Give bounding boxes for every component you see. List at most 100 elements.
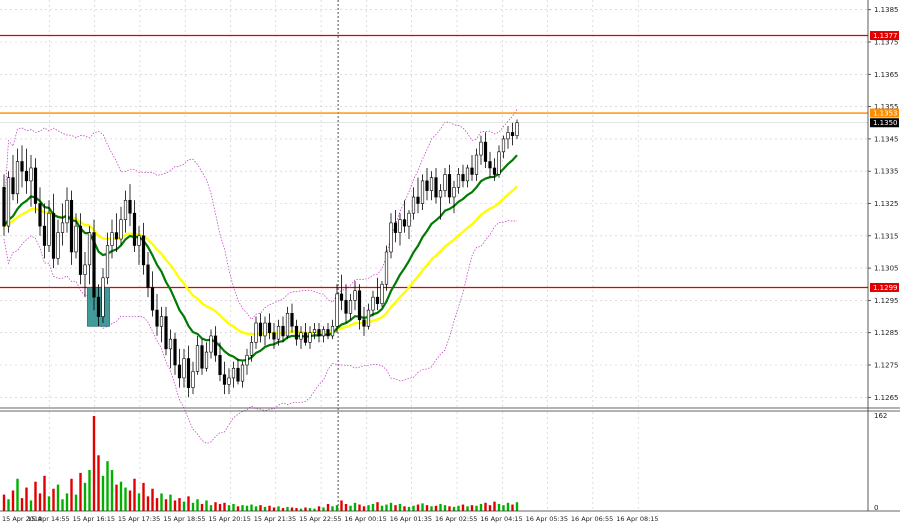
candle [308, 326, 312, 349]
candle-body [452, 187, 456, 198]
candle-body [173, 338, 177, 366]
candle-body [101, 277, 105, 317]
level-tag [870, 282, 899, 292]
candle [227, 368, 231, 395]
candle-body [204, 351, 209, 369]
candle [69, 190, 74, 265]
candle [267, 313, 272, 340]
candle [101, 268, 105, 324]
candle-body [456, 174, 461, 188]
candle-body [119, 219, 123, 240]
candle [515, 119, 519, 139]
candle-body [357, 290, 362, 321]
candle [501, 135, 506, 159]
candle-body [492, 167, 497, 175]
candle [290, 303, 294, 333]
current-price-tag [870, 118, 899, 128]
candle [276, 319, 281, 346]
grid [0, 0, 868, 511]
candle [488, 151, 492, 178]
candle-body [33, 167, 38, 204]
time-tick-label: 15 Apr 21:35 [254, 515, 296, 523]
candle-body [465, 167, 470, 182]
candle [353, 281, 357, 311]
candle-body [74, 225, 78, 253]
candle [492, 158, 497, 181]
candle-body [132, 212, 137, 246]
candle-body [474, 154, 479, 175]
candle-body [497, 151, 501, 175]
candle-body [209, 335, 213, 353]
candle-body [272, 332, 276, 340]
candle-body [218, 355, 222, 375]
candle [182, 348, 186, 388]
candle [371, 290, 375, 317]
candle-body [353, 290, 357, 301]
candle-body [321, 329, 326, 337]
candle-body [393, 222, 398, 233]
candle-body [11, 177, 15, 195]
price-tick-label: 1.1315 [874, 232, 899, 240]
candle-body [447, 174, 452, 198]
candle [209, 329, 213, 359]
candle-body [141, 235, 146, 266]
candle [168, 329, 173, 369]
candle [56, 219, 60, 265]
candle-body [236, 367, 240, 382]
candles [2, 119, 519, 398]
candle [344, 284, 348, 324]
candle [294, 319, 299, 346]
candle-body [78, 225, 83, 275]
candle [335, 284, 339, 333]
candle [78, 213, 83, 285]
candle-body [65, 199, 69, 224]
candle-body [254, 322, 258, 343]
candle [231, 361, 236, 388]
candle [141, 222, 146, 275]
candle [348, 293, 353, 320]
candle-body [330, 325, 335, 337]
candle [447, 164, 452, 204]
candle [96, 284, 101, 327]
candle [375, 277, 380, 311]
candle-body [420, 180, 425, 204]
price-tick-label: 1.1275 [874, 362, 899, 370]
candle-body [227, 377, 231, 385]
candle [47, 200, 51, 252]
candle [128, 184, 132, 227]
candle [186, 345, 191, 398]
candle [443, 167, 447, 198]
candle [510, 122, 515, 146]
candle [362, 306, 366, 336]
candle [429, 171, 434, 201]
price-tick-label: 1.1305 [874, 265, 899, 273]
candle-body [213, 335, 218, 356]
candle [218, 342, 222, 382]
candle [213, 326, 218, 362]
candle-body [182, 358, 186, 379]
candle-body [69, 199, 74, 253]
candle-body [317, 329, 321, 337]
candle [245, 348, 249, 375]
candle [87, 226, 92, 285]
time-tick-label: 15 Apr 14:55 [27, 515, 69, 523]
candle-body [200, 345, 204, 369]
candle-body [47, 212, 51, 246]
time-tick-label: 15 Apr 16:15 [73, 515, 115, 523]
candle-body [438, 190, 443, 198]
candle-body [29, 167, 33, 182]
candle-body [6, 177, 11, 227]
level-tag-label: 1.1377 [873, 32, 898, 40]
candle [411, 187, 416, 220]
candle [452, 180, 456, 214]
candle-body [159, 316, 164, 327]
candle-body [83, 264, 87, 275]
candle [470, 155, 474, 181]
candle [204, 342, 209, 372]
candle-body [407, 212, 411, 227]
volume-bars [2, 416, 519, 511]
candle-body [299, 332, 303, 340]
candle-body [60, 222, 65, 233]
candle [393, 209, 398, 243]
candle-body [231, 367, 236, 379]
